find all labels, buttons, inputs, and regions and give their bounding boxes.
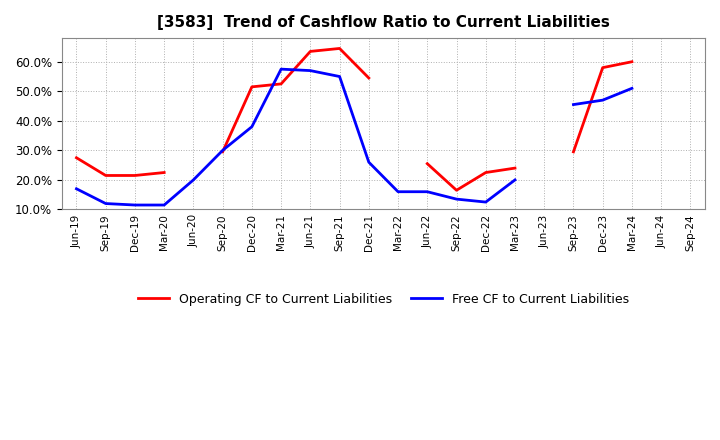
Free CF to Current Liabilities (276, 66, 285, 72)
Title: [3583]  Trend of Cashflow Ratio to Current Liabilities: [3583] Trend of Cashflow Ratio to Curren… (157, 15, 610, 30)
Free CF to Current Liabilities (452, 197, 461, 202)
Free CF to Current Liabilities (336, 74, 344, 79)
Operating CF to Current Liabilities (130, 173, 139, 178)
Free CF to Current Liabilities (218, 148, 227, 153)
Free CF to Current Liabilities (394, 189, 402, 194)
Operating CF to Current Liabilities (160, 170, 168, 175)
Line: Free CF to Current Liabilities: Free CF to Current Liabilities (76, 69, 515, 205)
Free CF to Current Liabilities (189, 177, 198, 183)
Free CF to Current Liabilities (306, 68, 315, 73)
Free CF to Current Liabilities (423, 189, 431, 194)
Free CF to Current Liabilities (160, 202, 168, 208)
Free CF to Current Liabilities (130, 202, 139, 208)
Operating CF to Current Liabilities (72, 155, 81, 161)
Free CF to Current Liabilities (72, 186, 81, 191)
Free CF to Current Liabilities (364, 160, 373, 165)
Free CF to Current Liabilities (248, 124, 256, 129)
Free CF to Current Liabilities (102, 201, 110, 206)
Operating CF to Current Liabilities (102, 173, 110, 178)
Line: Operating CF to Current Liabilities: Operating CF to Current Liabilities (76, 158, 164, 176)
Legend: Operating CF to Current Liabilities, Free CF to Current Liabilities: Operating CF to Current Liabilities, Fre… (132, 288, 634, 311)
Free CF to Current Liabilities (510, 177, 519, 183)
Free CF to Current Liabilities (482, 199, 490, 205)
